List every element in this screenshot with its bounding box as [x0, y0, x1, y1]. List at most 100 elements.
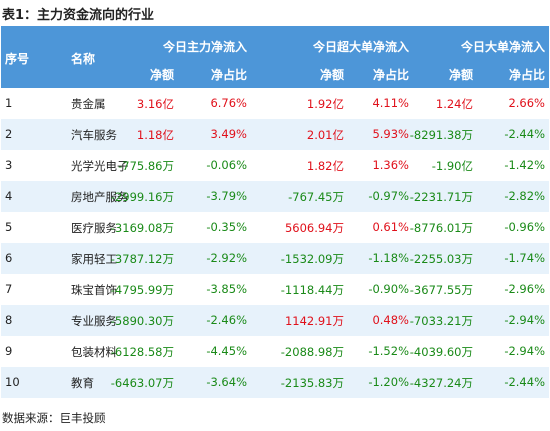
header-net-ratio: 净占比	[210, 68, 247, 82]
net-amount-cell: -4795.99万	[110, 283, 174, 297]
row-index: 5	[5, 220, 13, 234]
net-ratio-cell: -2.94%	[504, 313, 545, 327]
net-amount-cell: -8291.38万	[409, 128, 473, 142]
net-amount-cell: 1.82亿	[306, 159, 344, 173]
net-ratio-cell: -0.96%	[504, 220, 545, 234]
net-ratio-cell: -1.18%	[368, 251, 409, 265]
row-index: 8	[5, 313, 13, 327]
table-row: 4 房地产服务 -2999.16万 -3.79% -767.45万 -0.97% -2231…	[1, 181, 549, 212]
net-ratio-cell: 2.66%	[508, 96, 545, 110]
net-ratio-cell: -4.45%	[206, 344, 247, 358]
industry-name: 专业服务	[71, 314, 117, 328]
net-ratio-cell: -3.79%	[206, 189, 247, 203]
table-row: 2 汽车服务 1.18亿 3.49% 2.01亿 5.93% -8291.38万 -2.44%	[1, 119, 549, 150]
net-ratio-cell: -0.97%	[368, 189, 409, 203]
net-amount-cell: -8776.01万	[409, 221, 473, 235]
net-ratio-cell: -0.06%	[206, 158, 247, 172]
net-ratio-cell: 3.49%	[210, 127, 247, 141]
header-group-large: 今日大单净流入	[460, 40, 545, 54]
net-ratio-cell: -1.52%	[368, 344, 409, 358]
row-index: 2	[5, 127, 13, 141]
net-ratio-cell: -2.92%	[206, 251, 247, 265]
table-row: 9 包装材料 -6128.58万 -4.45% -2088.98万 -1.52% -4039…	[1, 336, 549, 367]
net-amount-cell: 1142.91万	[284, 314, 344, 328]
table-row: 3 光学光电子 -775.86万 -0.06% 1.82亿 1.36% -1.90亿 -1.4…	[1, 150, 549, 181]
header-net-ratio: 净占比	[372, 68, 409, 82]
table-header: 序号 名称 今日主力净流入 今日超大单净流入 今日大单净流入 净额 净占比 净额…	[1, 26, 549, 88]
net-ratio-cell: 5.93%	[372, 127, 409, 141]
net-ratio-cell: -3.64%	[206, 375, 247, 389]
net-ratio-cell: 4.11%	[372, 96, 409, 110]
table-row: 1 贵金属 3.16亿 6.76% 1.92亿 4.11% 1.24亿 2.66%	[1, 88, 549, 119]
header-group-main: 今日主力净流入	[162, 40, 247, 54]
net-amount-cell: -3787.12万	[110, 252, 174, 266]
net-amount-cell: -1118.44万	[280, 283, 344, 297]
net-amount-cell: -6463.07万	[110, 376, 174, 390]
row-index: 3	[5, 158, 13, 172]
industry-name: 教育	[71, 376, 94, 390]
net-ratio-cell: 6.76%	[210, 96, 247, 110]
table-row: 10 教育 -6463.07万 -3.64% -2135.83万 -1.20% -4327.…	[1, 367, 549, 398]
industry-name: 光学光电子	[71, 159, 129, 173]
net-ratio-cell: -1.74%	[504, 251, 545, 265]
table-row: 7 珠宝首饰 -4795.99万 -3.85% -1118.44万 -0.90% -3677…	[1, 274, 549, 305]
industry-name: 珠宝首饰	[71, 283, 117, 297]
net-ratio-cell: -2.94%	[504, 344, 545, 358]
header-net-amount: 净额	[319, 68, 344, 82]
net-amount-cell: -7033.21万	[409, 314, 473, 328]
net-amount-cell: -767.45万	[288, 190, 344, 204]
fund-flow-table: 序号 名称 今日主力净流入 今日超大单净流入 今日大单净流入 净额 净占比 净额…	[1, 26, 549, 398]
net-amount-cell: 5606.94万	[284, 221, 344, 235]
header-net-amount: 净额	[448, 68, 473, 82]
row-index: 1	[5, 96, 13, 110]
net-ratio-cell: -0.90%	[368, 282, 409, 296]
net-ratio-cell: -0.35%	[206, 220, 247, 234]
net-amount-cell: -1.90亿	[431, 159, 473, 173]
net-amount-cell: -2999.16万	[110, 190, 174, 204]
net-ratio-cell: -2.96%	[504, 282, 545, 296]
net-ratio-cell: -2.44%	[504, 375, 545, 389]
industry-name: 汽车服务	[71, 128, 117, 142]
net-ratio-cell: 0.61%	[372, 220, 409, 234]
net-ratio-cell: -1.20%	[368, 375, 409, 389]
net-ratio-cell: -3.85%	[206, 282, 247, 296]
row-index: 7	[5, 282, 13, 296]
table-row: 8 专业服务 -5890.30万 -2.46% 1142.91万 0.48% -7033.2…	[1, 305, 549, 336]
net-ratio-cell: -2.82%	[504, 189, 545, 203]
industry-name: 房地产服务	[71, 190, 129, 204]
row-index: 4	[5, 189, 13, 203]
net-amount-cell: 3.16亿	[136, 97, 174, 111]
row-index: 6	[5, 251, 13, 265]
table-row: 6 家用轻工 -3787.12万 -2.92% -1532.09万 -1.18% -2255…	[1, 243, 549, 274]
net-amount-cell: -3677.55万	[409, 283, 473, 297]
industry-name: 家用轻工	[71, 252, 117, 266]
header-net-amount: 净额	[149, 68, 174, 82]
data-source: 数据来源：巨丰投顾	[2, 411, 106, 425]
industry-name: 包装材料	[71, 345, 117, 359]
row-index: 9	[5, 344, 13, 358]
table-body: 1 贵金属 3.16亿 6.76% 1.92亿 4.11% 1.24亿 2.66% 2 汽车服务 1…	[1, 88, 549, 398]
net-amount-cell: -4039.60万	[409, 345, 473, 359]
net-amount-cell: -5890.30万	[110, 314, 174, 328]
net-ratio-cell: -2.46%	[206, 313, 247, 327]
net-amount-cell: -3169.08万	[110, 221, 174, 235]
net-ratio-cell: -2.44%	[504, 127, 545, 141]
net-amount-cell: -2231.71万	[409, 190, 473, 204]
header-net-ratio: 净占比	[508, 68, 545, 82]
industry-name: 贵金属	[71, 97, 106, 111]
net-amount-cell: -1532.09万	[280, 252, 344, 266]
net-amount-cell: -6128.58万	[110, 345, 174, 359]
net-ratio-cell: -1.42%	[504, 158, 545, 172]
net-amount-cell: 1.24亿	[435, 97, 473, 111]
net-amount-cell: -2255.03万	[409, 252, 473, 266]
header-index: 序号	[5, 52, 30, 66]
header-group-super-large: 今日超大单净流入	[312, 40, 409, 54]
net-amount-cell: 1.18亿	[136, 128, 174, 142]
net-ratio-cell: 0.48%	[372, 313, 409, 327]
net-amount-cell: -2088.98万	[280, 345, 344, 359]
header-name: 名称	[71, 52, 96, 66]
net-amount-cell: -4327.24万	[409, 376, 473, 390]
net-amount-cell: -775.86万	[118, 159, 174, 173]
net-amount-cell: 1.92亿	[306, 97, 344, 111]
table-row: 5 医疗服务 -3169.08万 -0.35% 5606.94万 0.61% -8776.0…	[1, 212, 549, 243]
